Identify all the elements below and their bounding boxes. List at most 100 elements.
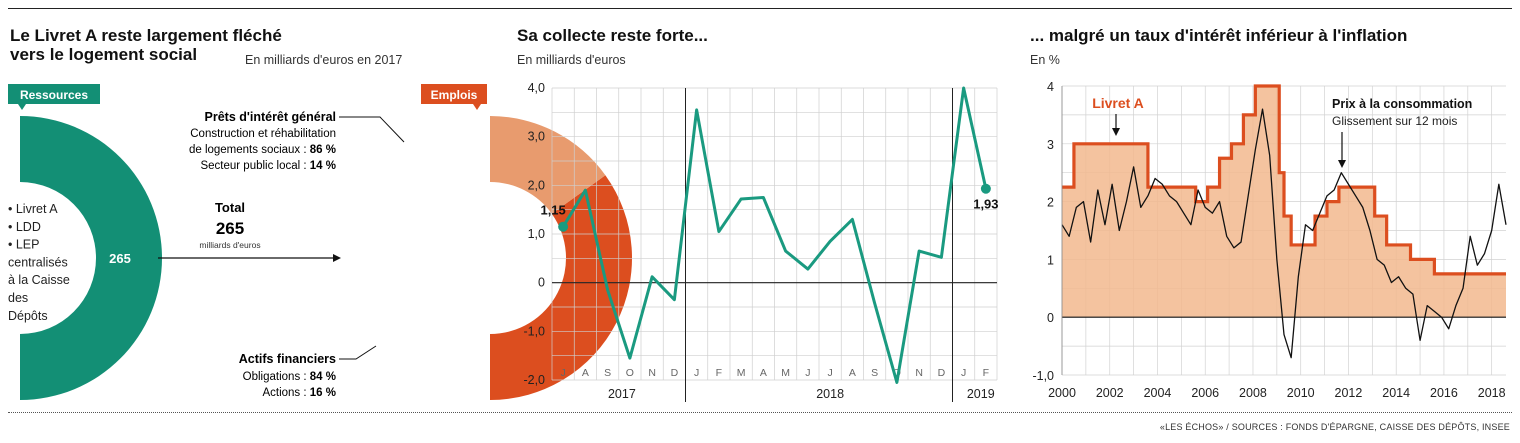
prets-title: Prêts d'intérêt général [205, 110, 337, 124]
c2-month-label: F [716, 367, 722, 379]
actifs-line2: Actions : [262, 387, 309, 399]
ressources-list: • Livret A • LDD • LEP centralisés à la Cais… [8, 202, 70, 323]
emplois-tag [421, 84, 487, 104]
prets-leader [339, 116, 405, 143]
ressources-tag [8, 84, 100, 104]
c3-ytick-label: -1,0 [1032, 369, 1054, 383]
c2-point-label: 1,93 [973, 197, 998, 212]
panel3-chart: -1,0 0 1 2 3 4 2000 2002 2004 2006 2008 2010 2012 201… [1032, 80, 1507, 400]
c2-month-label: O [626, 367, 634, 379]
total-value: 265 [216, 219, 244, 238]
actifs-title: Actifs financiers [239, 352, 336, 366]
prets-pct1: 86 % [310, 144, 336, 156]
c2-point-label: 1,15 [540, 203, 565, 218]
ressources-item: des [8, 291, 28, 305]
c3-xtick-label: 2000 [1048, 386, 1076, 400]
c3-livret-line [1062, 84, 1506, 276]
panel2-subtitle: En milliards d'euros [517, 53, 626, 67]
c3-ytick-label: 3 [1047, 138, 1054, 152]
c3-inflation-label: Prix à la consommation [1332, 97, 1472, 111]
c3-ytick-label: 2 [1047, 196, 1054, 210]
top-rule [8, 8, 1512, 9]
c3-xtick-label: 2018 [1478, 386, 1506, 400]
ressources-item: • LDD [8, 220, 41, 234]
c3-xtick-label: 2004 [1144, 386, 1172, 400]
bottom-rule [8, 412, 1512, 413]
c3-inflation-line [1061, 108, 1507, 359]
c2-month-label: M [781, 367, 790, 379]
c3-ytick-label: 0 [1047, 311, 1054, 325]
emplois-arc-prets-label: 185 [427, 143, 449, 158]
c3-xtick-label: 2006 [1191, 386, 1219, 400]
c2-axes: -2,0 -1,0 0 1,0 2,0 3,0 4,0 J A S O N D J F M A M J J A S O N D J… [523, 81, 997, 402]
c2-month-label: J [561, 367, 566, 379]
c2-series-line [561, 86, 988, 384]
c2-month-label: D [671, 367, 679, 379]
c3-annotations: Livret A Prix à la consommation Glissement… [1092, 95, 1472, 168]
actifs-leader [339, 345, 377, 360]
total-unit: milliards d'euros [199, 240, 260, 250]
prets-line3: Secteur public local : [200, 160, 309, 172]
panel1-title-line1: Le Livret A reste largement fléché [10, 26, 282, 45]
panel2-title: Sa collecte reste forte... [517, 26, 708, 45]
total-arrow-head [333, 254, 341, 262]
c2-month-label: F [983, 367, 989, 379]
c2-month-label: A [760, 367, 767, 379]
c2-plot: 1,15 1,93 [540, 86, 999, 384]
c2-month-label: J [961, 367, 966, 379]
prets-line2: de logements sociaux : [189, 144, 310, 156]
c3-axes: -1,0 0 1 2 3 4 2000 2002 2004 2006 2008 2010 2012 201… [1032, 80, 1506, 400]
panel1-title: Le Livret A reste largement fléché vers … [10, 26, 282, 64]
c3-xtick-label: 2008 [1239, 386, 1267, 400]
c2-month-label: O [893, 367, 901, 379]
c2-month-label: S [871, 367, 878, 379]
prets-line1: Construction et réhabilitation [190, 128, 336, 140]
actifs-line1: Obligations : [243, 371, 310, 383]
c2-ytick-label: 3,0 [528, 130, 545, 144]
c2-month-label: D [938, 367, 946, 379]
emplois-tag-pointer [473, 104, 481, 110]
emplois-tag-label: Emplois [431, 88, 478, 102]
ressources-arc [20, 116, 162, 400]
panel3-subtitle: En % [1030, 53, 1060, 67]
emplois-arc-actifs [490, 116, 606, 214]
actifs-line1-group: Obligations : 84 % [243, 371, 336, 383]
c3-livret-arrow-head [1112, 128, 1120, 136]
c2-ytick-label: -2,0 [523, 373, 545, 387]
c3-xtick-label: 2016 [1430, 386, 1458, 400]
c2-year-label: 2018 [816, 387, 844, 401]
c2-year-label: 2017 [608, 387, 636, 401]
panel1-subtitle: En milliards d'euros en 2017 [245, 53, 403, 67]
c3-xtick-label: 2012 [1335, 386, 1363, 400]
panel1-title-line2: vers le logement social [10, 45, 198, 64]
c3-plot [1061, 84, 1507, 359]
c3-xtick-label: 2010 [1287, 386, 1315, 400]
actifs-pct1: 84 % [310, 371, 336, 383]
source-note: «LES ÉCHOS» / SOURCES : FONDS D'ÉPARGNE,… [1159, 422, 1510, 432]
prets-pct2: 14 % [310, 160, 336, 172]
c2-ytick-label: 4,0 [528, 81, 545, 95]
c2-ytick-label: 0 [538, 276, 545, 290]
ressources-item: Dépôts [8, 309, 48, 323]
c2-month-label: J [828, 367, 833, 379]
ressources-tag-label: Ressources [20, 88, 88, 102]
c2-month-label: M [737, 367, 746, 379]
ressources-tag-pointer [18, 104, 26, 110]
c2-month-label: S [604, 367, 611, 379]
c3-ytick-label: 1 [1047, 253, 1054, 267]
c3-ytick-label: 4 [1047, 80, 1054, 94]
c3-xtick-label: 2002 [1096, 386, 1124, 400]
panel2-chart: -2,0 -1,0 0 1,0 2,0 3,0 4,0 J A S O N D J F M A M J J A S O N D J… [523, 81, 999, 402]
ressources-value-label: 265 [109, 251, 131, 266]
c2-year-label: 2019 [967, 387, 995, 401]
c3-livret-label: Livret A [1092, 95, 1144, 111]
c2-ytick-label: 1,0 [528, 227, 545, 241]
c2-month-label: J [694, 367, 699, 379]
c2-month-label: J [805, 367, 810, 379]
ressources-item: centralisés [8, 255, 68, 269]
emplois-separator [374, 301, 429, 342]
prets-line3-group: Secteur public local : 14 % [200, 160, 336, 172]
c3-inflation-arrow-head [1338, 160, 1346, 168]
c3-xtick-label: 2014 [1382, 386, 1410, 400]
c2-ytick-label: 2,0 [528, 178, 545, 192]
